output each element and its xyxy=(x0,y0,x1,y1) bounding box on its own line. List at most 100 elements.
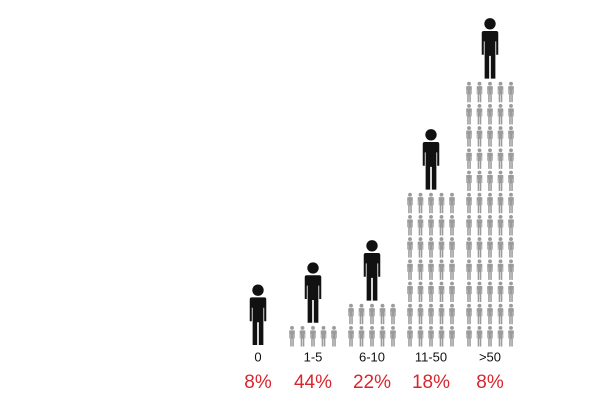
small-figure xyxy=(508,303,514,325)
small-figure xyxy=(417,325,424,347)
small-figure xyxy=(438,237,445,258)
category-label: 1-5 xyxy=(304,349,323,364)
small-figure xyxy=(476,148,483,169)
small-figure xyxy=(348,325,354,347)
small-figure xyxy=(407,214,413,236)
small-figure xyxy=(487,214,493,236)
small-figure xyxy=(497,170,504,192)
small-figure xyxy=(407,259,413,280)
small-figure xyxy=(438,192,445,214)
small-figure xyxy=(508,237,514,258)
small-figure xyxy=(438,214,445,236)
figure-stack xyxy=(466,81,514,347)
category-label: 6-10 xyxy=(359,349,385,364)
small-figure xyxy=(428,259,434,280)
small-figure xyxy=(487,126,493,147)
small-figure xyxy=(438,281,445,303)
small-figure xyxy=(407,237,413,258)
small-figure xyxy=(390,303,396,325)
small-figure xyxy=(428,325,434,347)
small-figure xyxy=(497,259,504,280)
small-figure xyxy=(449,281,455,303)
small-figure xyxy=(466,81,472,103)
small-figure xyxy=(449,259,455,280)
small-figure xyxy=(449,325,455,347)
small-figure xyxy=(428,303,434,325)
small-figure xyxy=(428,192,434,214)
small-figure xyxy=(310,325,316,347)
small-figure xyxy=(508,81,514,103)
small-figure xyxy=(487,259,493,280)
small-figure xyxy=(487,303,493,325)
small-figure xyxy=(508,170,514,192)
small-figure xyxy=(508,281,514,303)
small-figure xyxy=(438,303,445,325)
small-figure xyxy=(358,325,365,347)
small-figure xyxy=(466,103,472,125)
small-figure xyxy=(487,170,493,192)
small-figure xyxy=(466,192,472,214)
small-figure xyxy=(497,214,504,236)
small-figure xyxy=(466,170,472,192)
small-figure xyxy=(417,192,424,214)
small-figure xyxy=(476,103,483,125)
small-figure xyxy=(289,325,295,347)
small-figure xyxy=(449,192,455,214)
small-figure xyxy=(508,148,514,169)
small-figure xyxy=(428,214,434,236)
small-figure xyxy=(320,325,327,347)
small-figure xyxy=(379,303,386,325)
small-figure xyxy=(497,126,504,147)
small-figure xyxy=(438,325,445,347)
small-figure xyxy=(449,237,455,258)
small-figure xyxy=(417,214,424,236)
small-figure xyxy=(466,259,472,280)
small-figure xyxy=(508,259,514,280)
small-figure xyxy=(417,259,424,280)
small-figure xyxy=(497,303,504,325)
small-figure xyxy=(497,148,504,169)
small-figure xyxy=(369,303,375,325)
big-figure xyxy=(304,262,322,323)
big-figure xyxy=(481,18,499,79)
small-figure xyxy=(449,303,455,325)
category-label: 11-50 xyxy=(415,349,447,364)
small-figure xyxy=(466,325,472,347)
small-figure xyxy=(348,303,354,325)
small-figure xyxy=(497,103,504,125)
small-figure xyxy=(449,214,455,236)
small-figure xyxy=(466,214,472,236)
small-figure xyxy=(407,303,413,325)
small-figure xyxy=(407,192,413,214)
figure-stack xyxy=(289,325,337,347)
small-figure xyxy=(466,126,472,147)
big-figure xyxy=(363,240,381,301)
small-figure xyxy=(466,281,472,303)
value-label: 8% xyxy=(244,372,272,393)
small-figure xyxy=(476,281,483,303)
value-label: 8% xyxy=(476,372,504,393)
small-figure xyxy=(497,325,504,347)
small-figure xyxy=(428,237,434,258)
small-figure xyxy=(476,214,483,236)
small-figure xyxy=(487,281,493,303)
small-figure xyxy=(466,237,472,258)
small-figure xyxy=(487,103,493,125)
big-figure xyxy=(422,129,440,190)
small-figure xyxy=(487,325,493,347)
small-figure xyxy=(379,325,386,347)
value-label: 22% xyxy=(353,372,391,393)
small-figure xyxy=(476,126,483,147)
small-figure xyxy=(476,81,483,103)
small-figure xyxy=(331,325,337,347)
small-figure xyxy=(407,281,413,303)
small-figure xyxy=(417,281,424,303)
small-figure xyxy=(487,237,493,258)
small-figure xyxy=(476,170,483,192)
big-figure xyxy=(249,284,267,345)
small-figure xyxy=(508,214,514,236)
small-figure xyxy=(487,192,493,214)
value-label: 18% xyxy=(412,372,450,393)
small-figure xyxy=(476,237,483,258)
small-figure xyxy=(476,325,483,347)
